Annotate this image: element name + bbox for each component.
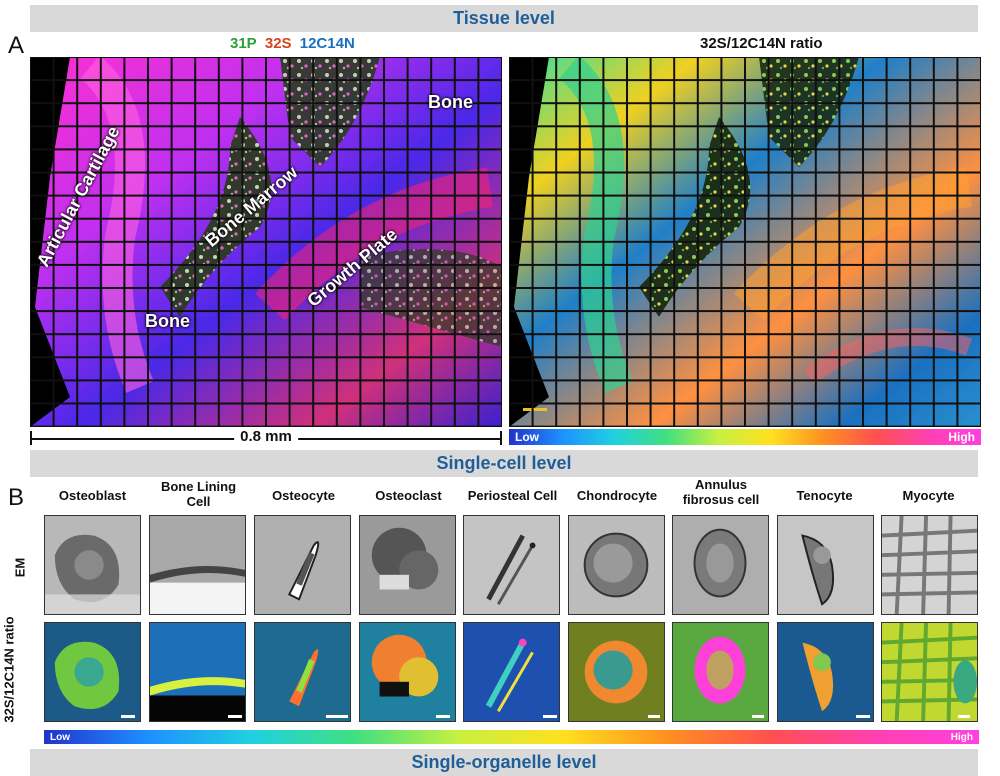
em-image-bone-lining (149, 515, 246, 615)
em-image-osteocyte (254, 515, 351, 615)
scale-mini-2 (228, 715, 242, 718)
ratio-image-osteoclast (359, 622, 456, 722)
single-cell-level-title: Single-cell level (436, 453, 572, 473)
cell-label-myocyte: Myocyte (902, 488, 955, 503)
s-isotope-label: 32S (264, 35, 292, 52)
em-image-myocyte (881, 515, 978, 615)
panel-letter-b: B (8, 484, 25, 511)
scale-mini-8 (856, 715, 870, 718)
scale-mini-5 (543, 715, 557, 718)
single-organelle-level-title: Single-organelle level (411, 752, 597, 772)
bone-bottom-label: Bone (145, 311, 190, 331)
ratio-image-osteocyte (254, 622, 351, 722)
scale-mini-3 (326, 715, 348, 718)
p-isotope-label: 31P (230, 35, 257, 52)
ratio-image-annulus (672, 622, 769, 722)
scale-bar-label: 0.8 mm (234, 428, 298, 445)
panel-b-colorbar-low: Low (50, 731, 70, 743)
cell-label-osteoclast: Osteoclast (375, 488, 442, 503)
scale-mini-4 (436, 715, 450, 718)
ratio-image-periosteal (463, 622, 560, 722)
scale-mini-9 (958, 715, 970, 718)
cell-label-tenocyte: Tenocyte (796, 488, 853, 503)
cell-label-annulus: Annulus fibrosus cell (682, 477, 760, 507)
ratio-image-bone-lining (149, 622, 246, 722)
panel-a-colorbar: Low High (509, 429, 981, 445)
em-image-chondrocyte (568, 515, 665, 615)
scale-mini-7 (752, 715, 764, 718)
tissue-level-title: Tissue level (453, 8, 555, 28)
single-organelle-level-band: Single-organelle level (30, 749, 978, 776)
single-cell-level-band: Single-cell level (30, 450, 978, 477)
ratio-image-myocyte (881, 622, 978, 722)
panel-a-colorbar-high: High (948, 430, 975, 444)
tissue-composite-image (30, 57, 502, 427)
ratio-image-osteoblast (44, 622, 141, 722)
em-image-periosteal (463, 515, 560, 615)
panel-a-left-title: 31P 32S 12C14N (230, 35, 359, 52)
tissue-level-band: Tissue level (30, 5, 978, 32)
em-image-tenocyte (777, 515, 874, 615)
scale-mini-1 (121, 715, 135, 718)
panel-a-colorbar-low: Low (515, 430, 539, 444)
tissue-ratio-image (509, 57, 981, 427)
panel-letter-a: A (8, 32, 25, 59)
panel-a-right-title: 32S/12C14N ratio (700, 35, 823, 52)
em-image-osteoclast (359, 515, 456, 615)
scale-mini-6 (648, 715, 660, 718)
row-label-ratio: 32S/12C14N ratio (1, 616, 17, 723)
cell-label-osteocyte: Osteocyte (272, 488, 335, 503)
bone-top-label: Bone (428, 92, 473, 112)
row-label-em: EM (12, 557, 28, 578)
cell-label-bone-lining: Bone Lining Cell (160, 479, 237, 509)
cell-label-chondrocyte: Chondrocyte (576, 488, 658, 503)
ratio-image-chondrocyte (568, 622, 665, 722)
panel-b-colorbar: Low High (44, 730, 979, 744)
em-image-annulus (672, 515, 769, 615)
panel-b-colorbar-high: High (950, 731, 973, 743)
cell-label-periosteal: Periosteal Cell (467, 488, 558, 503)
tissue-scale-bar: 0.8 mm (30, 428, 502, 446)
ratio-image-tenocyte (777, 622, 874, 722)
cn-isotope-label: 12C14N (299, 35, 355, 52)
cell-label-osteoblast: Osteoblast (58, 488, 127, 503)
em-image-osteoblast (44, 515, 141, 615)
